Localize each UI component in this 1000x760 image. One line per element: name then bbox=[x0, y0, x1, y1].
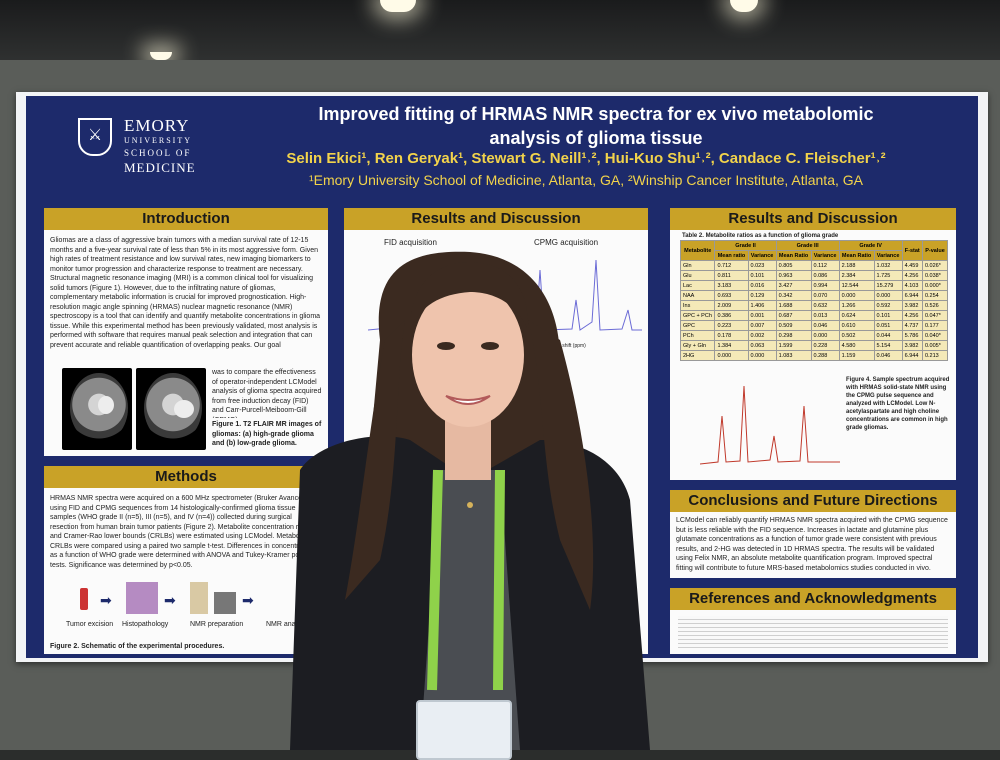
logo-line1: EMORY bbox=[124, 116, 190, 135]
results-right-heading: Results and Discussion bbox=[670, 208, 956, 230]
introduction-heading: Introduction bbox=[44, 208, 328, 230]
references-lines bbox=[678, 616, 948, 648]
hair-side-right bbox=[528, 320, 594, 610]
figure4-caption: Figure 4. Sample spectrum acquired with … bbox=[846, 377, 950, 431]
ceiling-light bbox=[730, 0, 758, 12]
arrow-icon: ➡ bbox=[100, 592, 112, 608]
methods-heading: Methods bbox=[44, 466, 328, 488]
figure4-spectrum bbox=[700, 385, 840, 465]
metabolite-table: Metabolite Grade II Grade III Grade IV F… bbox=[679, 240, 949, 361]
results-middle-heading: Results and Discussion bbox=[344, 208, 648, 230]
poster-affiliation: ¹Emory University School of Medicine, At… bbox=[308, 172, 863, 188]
value-cell: 0.288 bbox=[810, 350, 840, 361]
methods-text: HRMAS NMR spectra were acquired on a 600… bbox=[50, 495, 319, 569]
introduction-text-2: was to compare the effectiveness of oper… bbox=[212, 369, 322, 418]
table-row: Glu 0.811 0.101 0.963 0.086 2.384 1.725 4.256 0.… bbox=[679, 270, 949, 281]
figure1-caption: Figure 1. T2 FLAIR MR images of gliomas:… bbox=[212, 421, 322, 447]
logo-line2: UNIVERSITY bbox=[124, 136, 192, 145]
step-tumor-excision-icon bbox=[80, 588, 88, 610]
poster-authors: Selin Ekici¹, Ren Geryak¹, Stewart G. Ne… bbox=[286, 150, 886, 167]
references-section: References and Acknowledgments bbox=[670, 588, 956, 654]
table-row: Ins 2.009 1.406 1.688 0.632 1.266 0.592 3.982 0.… bbox=[679, 300, 949, 311]
title-line1: Improved fitting of HRMAS NMR spectra fo… bbox=[318, 104, 874, 124]
value-cell: 6.944 bbox=[901, 350, 923, 361]
metabolite-name-cell: 2HG bbox=[679, 350, 716, 361]
poster-title: Improved fitting of HRMAS NMR spectra fo… bbox=[276, 102, 916, 150]
step-nmr-machine-icon bbox=[214, 592, 236, 614]
step-label-1: Tumor excision bbox=[66, 621, 114, 628]
results-right-section: Results and Discussion Table 2. Metaboli… bbox=[670, 208, 956, 480]
th-metabolite: Metabolite bbox=[679, 240, 716, 261]
cpmg-spectrum bbox=[512, 259, 642, 333]
hair-side-left bbox=[345, 320, 405, 600]
ceiling-light bbox=[380, 0, 416, 12]
name-badge bbox=[416, 700, 512, 760]
introduction-text: Gliomas are a class of aggressive brain … bbox=[50, 237, 321, 349]
methods-section: Methods HRMAS NMR spectra were acquired … bbox=[44, 466, 328, 654]
eye-left bbox=[437, 342, 455, 350]
smile bbox=[445, 395, 491, 405]
face bbox=[412, 283, 524, 427]
figure2-caption: Figure 2. Schematic of the experimental … bbox=[50, 643, 225, 650]
title-line2: analysis of glioma tissue bbox=[489, 128, 703, 148]
eye-right bbox=[481, 342, 499, 350]
conclusions-heading: Conclusions and Future Directions bbox=[670, 490, 956, 512]
references-heading: References and Acknowledgments bbox=[670, 588, 956, 610]
lanyard bbox=[427, 469, 505, 691]
poster-banner: ⚔ EMORY UNIVERSITY SCHOOL OF MEDICINE Im… bbox=[26, 96, 978, 200]
step-histopathology-icon bbox=[126, 582, 158, 614]
logo-line4: MEDICINE bbox=[124, 160, 196, 175]
ceiling-light bbox=[150, 52, 172, 60]
table-row: 2HG 0.000 0.000 1.083 0.288 1.159 0.046 6.944 0.… bbox=[679, 350, 949, 361]
mri-image-a bbox=[62, 368, 132, 450]
hair-front bbox=[410, 262, 529, 330]
value-cell: 0.213 bbox=[921, 350, 949, 361]
th-pvalue: P-value bbox=[921, 240, 949, 261]
step-label-4: NMR analysis bbox=[266, 621, 310, 628]
fid-label: FID acquisition bbox=[384, 238, 437, 247]
step-label-2: Histopathology bbox=[122, 621, 169, 628]
arrow-icon: ➡ bbox=[242, 592, 254, 608]
cpmg-label: CPMG acquisition bbox=[534, 238, 599, 247]
step-nmr-preparation-icon bbox=[190, 582, 208, 614]
mri-image-b bbox=[136, 368, 206, 450]
introduction-section: Introduction Gliomas are a class of aggr… bbox=[44, 208, 328, 456]
value-cell: 0.000 bbox=[747, 350, 777, 361]
table2-title: Table 2. Metabolite ratios as a function… bbox=[682, 233, 839, 239]
spectrum-axis-label: Chemical shift (ppm) bbox=[540, 343, 586, 349]
conclusions-section: Conclusions and Future Directions LCMode… bbox=[670, 490, 956, 578]
step-label-3: NMR preparation bbox=[190, 621, 244, 628]
logo-line3: SCHOOL OF bbox=[124, 148, 192, 158]
emory-shield-icon: ⚔ bbox=[78, 118, 112, 156]
necklace-pendant bbox=[467, 502, 473, 508]
arrow-icon: ➡ bbox=[164, 592, 176, 608]
conclusions-text: LCModel can reliably quantify HRMAS NMR … bbox=[676, 517, 948, 572]
table-row: PCh 0.178 0.002 0.298 0.000 0.502 0.044 5.786 0.… bbox=[679, 330, 949, 341]
